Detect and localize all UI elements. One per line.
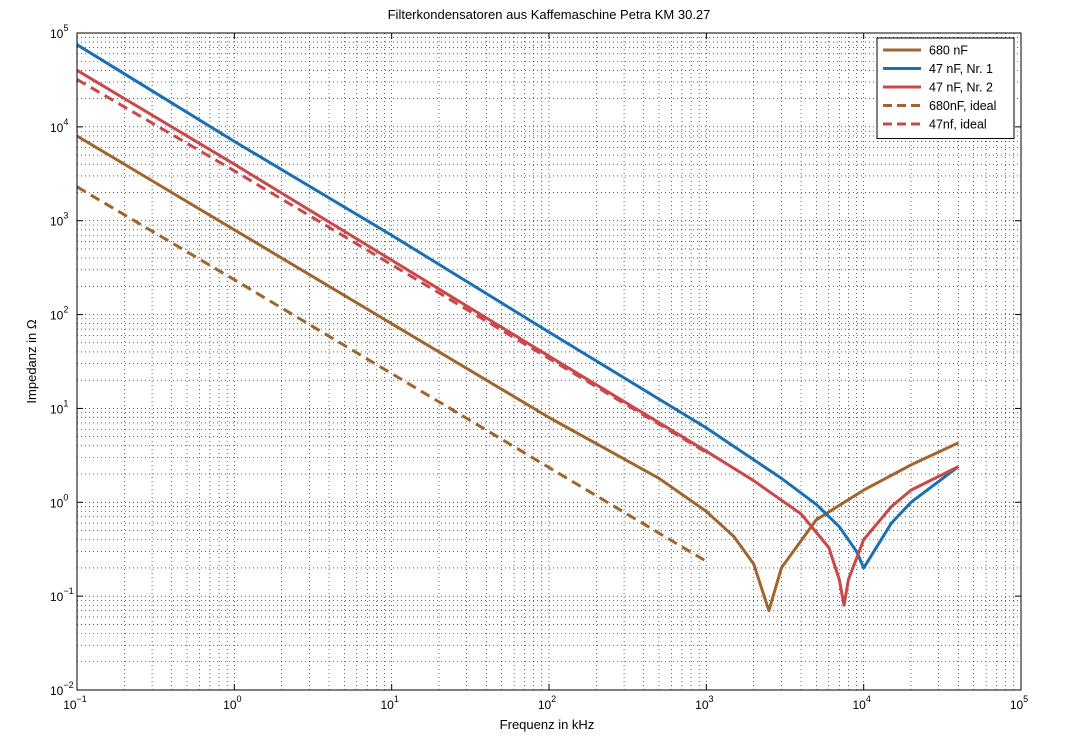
legend-label: 47nf, ideal	[929, 118, 987, 132]
series-line-5	[76, 78, 708, 454]
legend: 680 nF 47 nF, Nr. 1 47 nF, Nr. 2 680nF, ide…	[876, 37, 1015, 139]
y-tick-label: 103	[50, 211, 68, 229]
x-tick-label: 103	[695, 694, 713, 712]
series-line-2	[76, 43, 960, 570]
axis-ticks: 10−1 100 101 102 103 104 10510−210−11001011021…	[50, 23, 1028, 712]
legend-label: 47 nF, Nr. 1	[929, 62, 993, 76]
y-tick-label: 104	[50, 117, 68, 135]
y-axis-label: Impedanz in Ω	[24, 319, 39, 403]
x-axis-label: Frequenz in kHz	[500, 717, 595, 732]
series-line-3	[76, 69, 960, 607]
x-tick-label: 102	[538, 694, 556, 712]
y-tick-label: 10−1	[50, 586, 74, 604]
x-tick-label: 10−1	[63, 694, 87, 712]
series-line-4	[76, 185, 708, 563]
series-lines	[76, 43, 960, 613]
chart-title: Filterkondensatoren aus Kaffemaschine Pe…	[388, 7, 711, 22]
x-tick-label: 104	[852, 694, 870, 712]
x-tick-label: 105	[1010, 694, 1028, 712]
series-line-1	[76, 134, 960, 613]
x-tick-label: 100	[223, 694, 241, 712]
legend-label: 680 nF	[929, 44, 968, 58]
y-tick-label: 100	[50, 492, 68, 510]
x-tick-label: 101	[380, 694, 398, 712]
y-tick-label: 10−2	[50, 680, 74, 698]
y-tick-label: 102	[50, 305, 68, 323]
legend-label: 680nF, ideal	[929, 99, 996, 113]
legend-label: 47 nF, Nr. 2	[929, 81, 993, 95]
y-tick-label: 101	[50, 398, 68, 416]
y-tick-label: 105	[50, 23, 68, 41]
